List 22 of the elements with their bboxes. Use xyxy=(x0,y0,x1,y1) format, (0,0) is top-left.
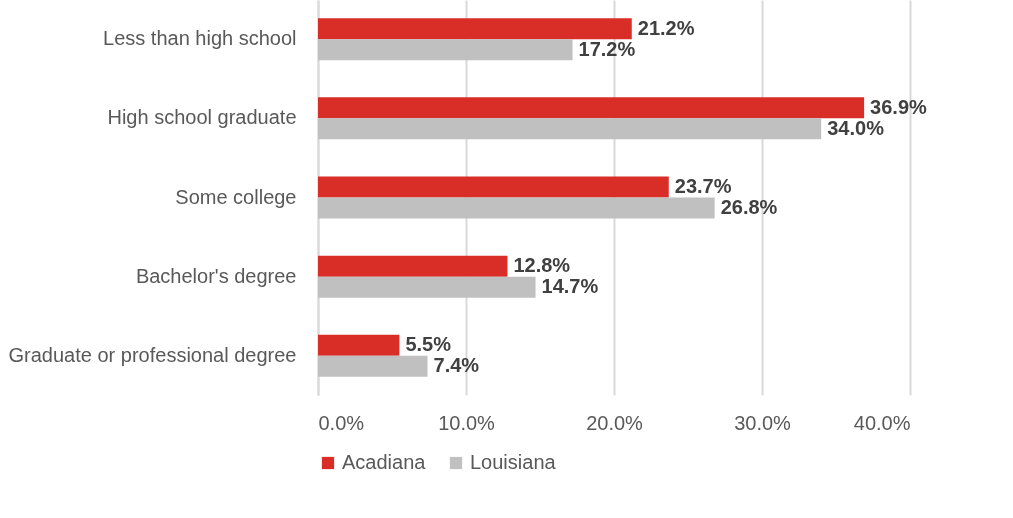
data-label: 26.8% xyxy=(720,195,778,218)
data-label: 12.8% xyxy=(513,254,571,277)
data-label: 17.2% xyxy=(578,37,636,60)
data-label: 5.5% xyxy=(405,333,452,356)
x-tick-label: 0.0% xyxy=(318,411,365,434)
y-tick-label: Bachelor's degree xyxy=(135,264,297,287)
data-label: 7.4% xyxy=(433,354,480,377)
y-tick-label: Less than high school xyxy=(103,27,297,50)
y-tick-label: Some college xyxy=(175,185,297,208)
legend-label: Acadiana xyxy=(342,451,427,473)
x-tick-label: 20.0% xyxy=(586,411,644,434)
x-tick-label: 40.0% xyxy=(853,411,911,434)
data-label: 14.7% xyxy=(541,275,599,298)
y-tick-label: Graduate or professional degree xyxy=(8,343,297,366)
y-tick-label: High school graduate xyxy=(107,106,297,129)
data-label: 21.2% xyxy=(637,16,695,39)
data-label: 36.9% xyxy=(870,95,928,118)
data-label: 34.0% xyxy=(827,116,885,139)
x-tick-label: 10.0% xyxy=(438,411,496,434)
x-tick-label: 30.0% xyxy=(734,411,792,434)
data-label: 23.7% xyxy=(674,175,732,198)
legend-label: Louisiana xyxy=(470,451,557,473)
